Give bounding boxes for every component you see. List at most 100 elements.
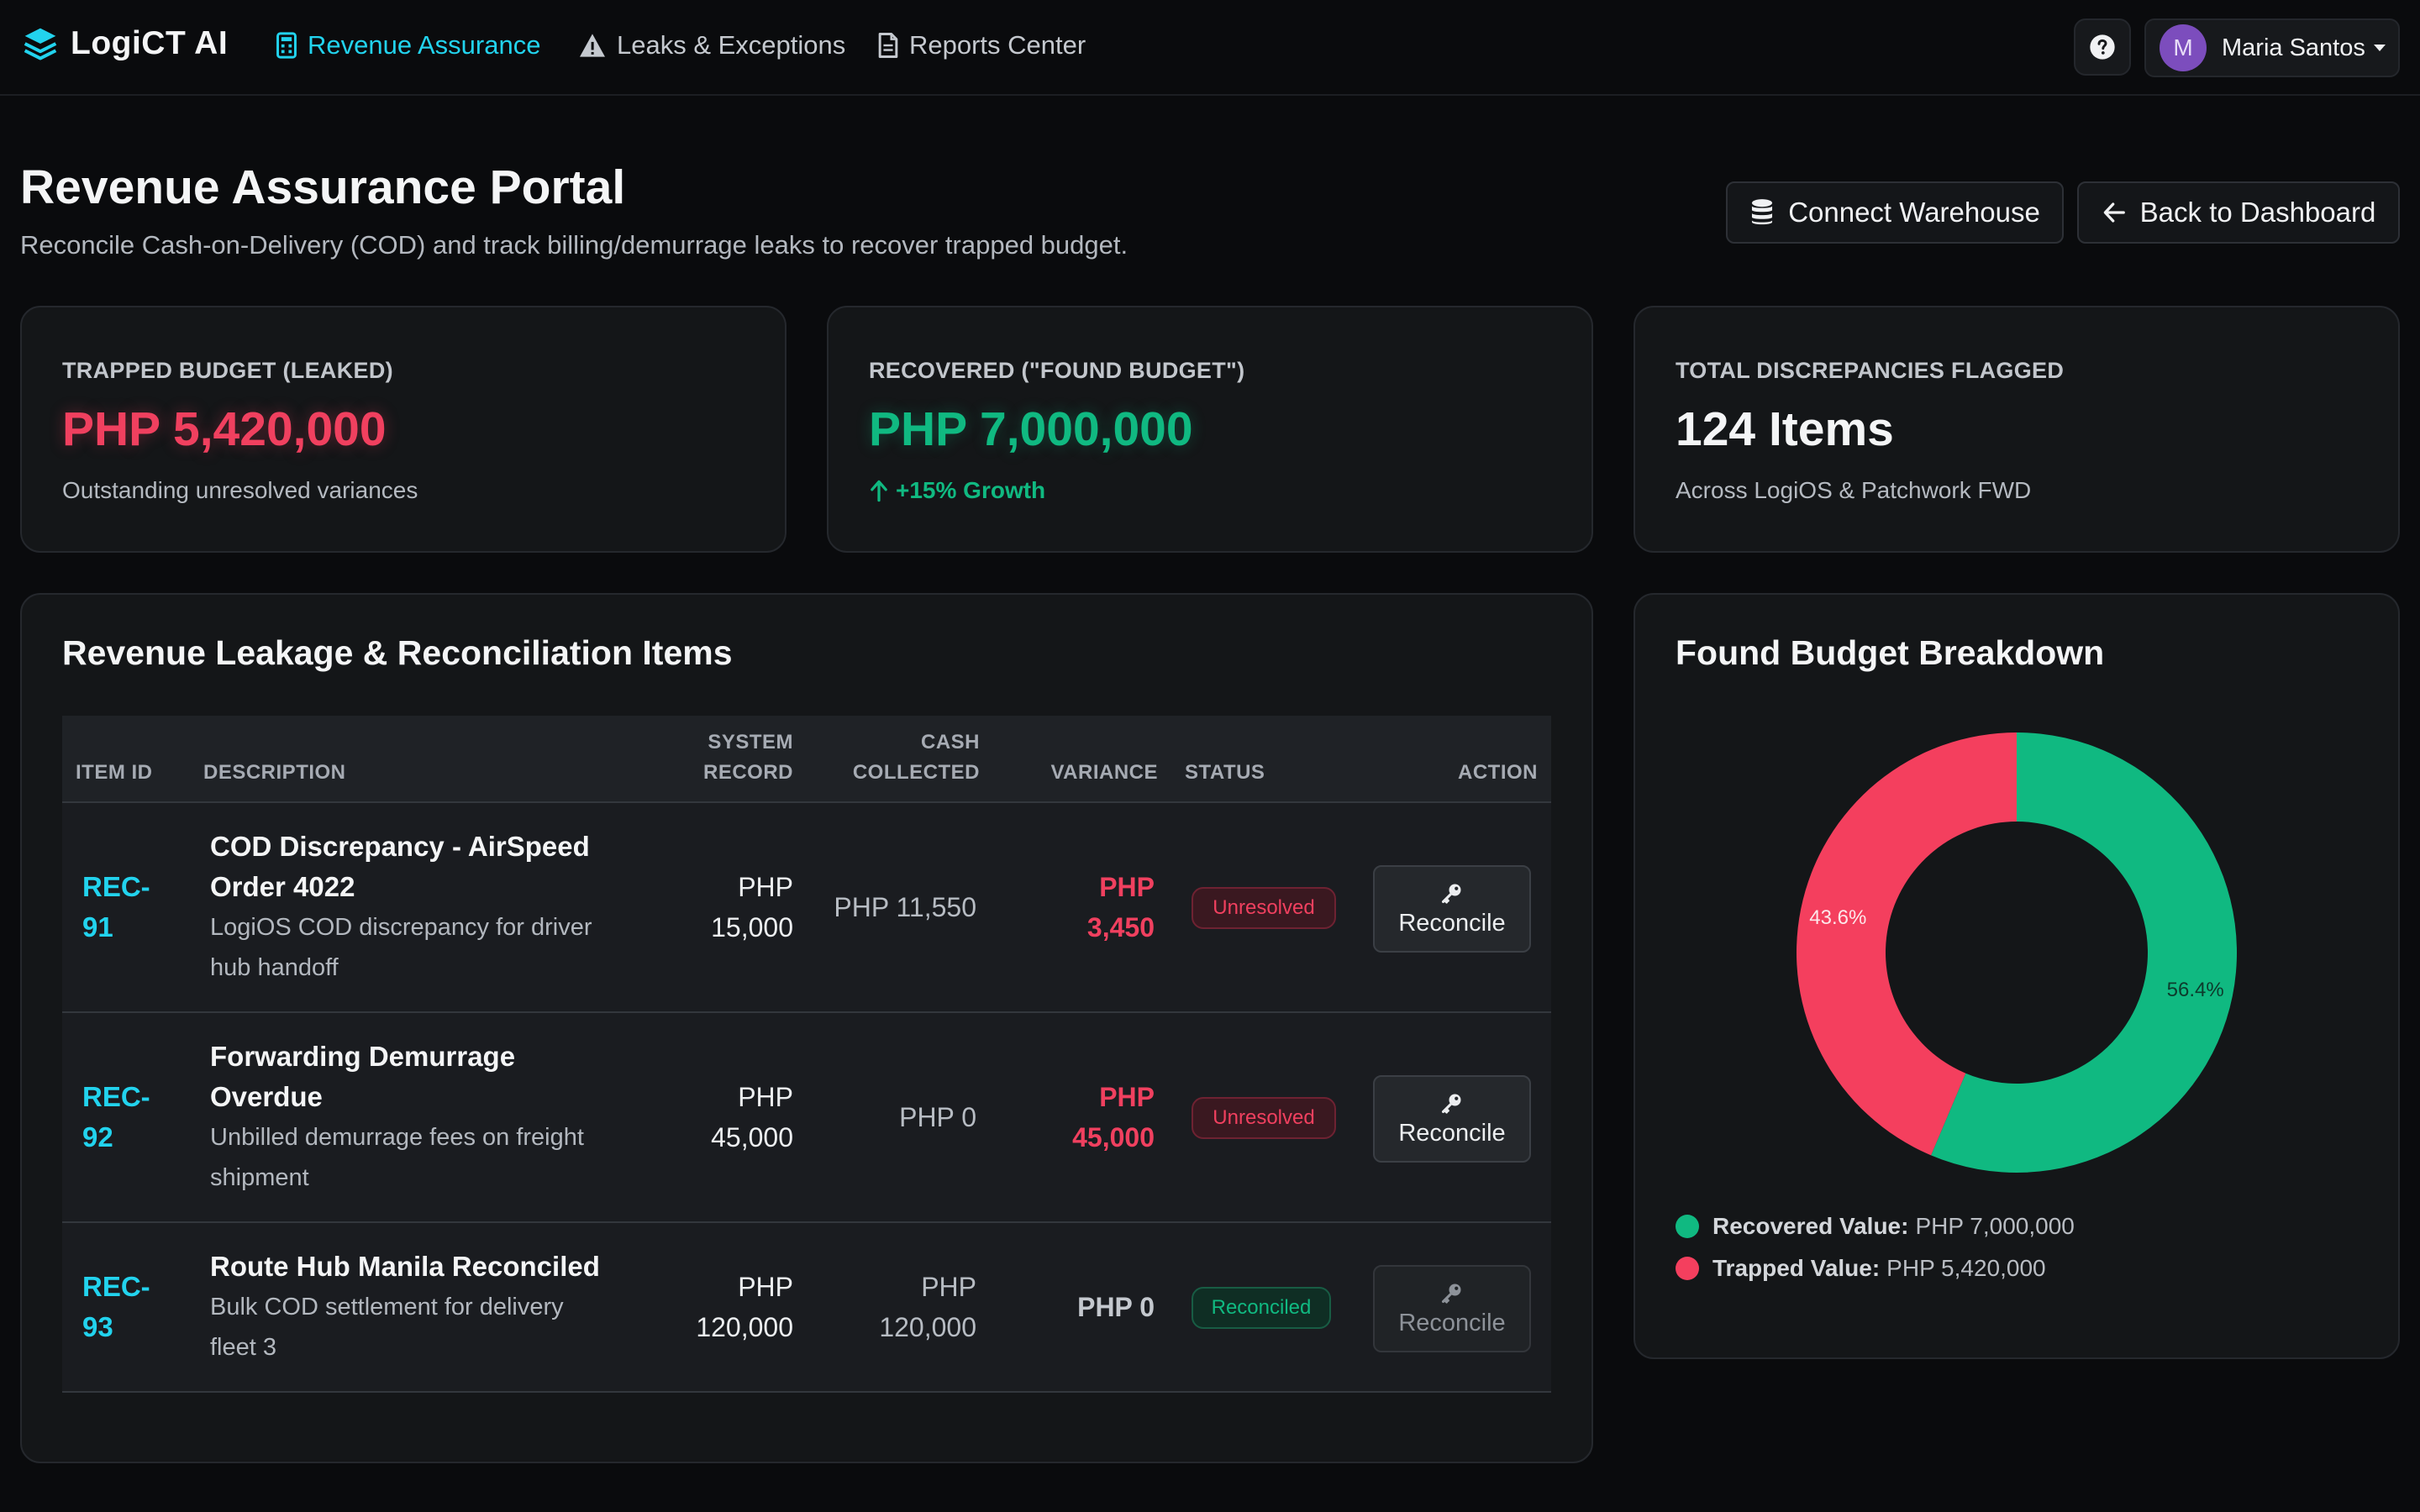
th-line: CASH bbox=[920, 731, 980, 753]
legend-value: PHP 5,420,000 bbox=[1886, 1255, 2046, 1281]
kpi-value: PHP 5,420,000 bbox=[62, 402, 387, 456]
donut-percent-label: 43.6% bbox=[1809, 906, 1866, 929]
arrow-up-icon bbox=[869, 479, 889, 502]
status-badge: Unresolved bbox=[1192, 1097, 1336, 1139]
page-subtitle: Reconcile Cash-on-Delivery (COD) and tra… bbox=[20, 230, 1128, 260]
arrow-left-icon bbox=[2102, 200, 2127, 225]
variance: PHP 3,450 bbox=[995, 867, 1155, 948]
reconcile-button[interactable]: Reconcile bbox=[1373, 1265, 1531, 1352]
item-id: REC- 91 bbox=[82, 867, 150, 948]
donut-percent-label: 56.4% bbox=[2167, 979, 2224, 1001]
user-name: Maria Santos bbox=[2222, 34, 2365, 61]
th-description: DESCRIPTION bbox=[203, 761, 346, 784]
legend-item-trapped: Trapped Value: PHP 5,420,000 bbox=[1676, 1255, 2046, 1282]
question-icon bbox=[2089, 34, 2116, 60]
reconciliation-table-card: Revenue Leakage & Reconciliation Items I… bbox=[20, 593, 1593, 1463]
value-line: PHP 11,550 bbox=[834, 892, 976, 922]
stack-logo-icon bbox=[22, 25, 59, 62]
item-id-line: 91 bbox=[82, 911, 113, 942]
th-line: RECORD bbox=[702, 761, 793, 784]
value-line: 120,000 bbox=[696, 1312, 793, 1342]
key-icon bbox=[1440, 1281, 1464, 1305]
item-description: Forwarding Demurrage Overdue Unbilled de… bbox=[210, 1037, 681, 1198]
kpi-card-discrepancies: TOTAL DISCREPANCIES FLAGGED 124 Items Ac… bbox=[1634, 306, 2400, 553]
item-detail: hub handoff bbox=[210, 954, 339, 981]
value-line: PHP bbox=[738, 1082, 793, 1112]
item-id: REC- 93 bbox=[82, 1267, 150, 1347]
value-line: PHP 0 bbox=[899, 1102, 976, 1132]
value-line: 45,000 bbox=[1072, 1122, 1155, 1152]
th-action: ACTION bbox=[1458, 761, 1538, 784]
calculator-icon bbox=[276, 32, 297, 59]
legend-dot bbox=[1676, 1257, 1699, 1280]
item-title: COD Discrepancy - AirSpeed bbox=[210, 831, 590, 862]
value-line: PHP bbox=[1099, 872, 1155, 902]
database-icon bbox=[1749, 198, 1775, 227]
kpi-label: TOTAL DISCREPANCIES FLAGGED bbox=[1676, 358, 2065, 383]
value-line: 15,000 bbox=[711, 912, 793, 942]
value-line: 3,450 bbox=[1086, 912, 1155, 942]
legend-name: Trapped Value: bbox=[1712, 1255, 1881, 1281]
item-description: Route Hub Manila Reconciled Bulk COD set… bbox=[210, 1247, 681, 1368]
th-status: STATUS bbox=[1185, 761, 1265, 784]
value-line: 120,000 bbox=[879, 1312, 976, 1342]
nav-label: Revenue Assurance bbox=[308, 30, 541, 60]
status-badge: Reconciled bbox=[1192, 1287, 1331, 1329]
item-id-line: 93 bbox=[82, 1311, 113, 1342]
connect-warehouse-button[interactable]: Connect Warehouse bbox=[1726, 181, 2064, 244]
legend-value: PHP 7,000,000 bbox=[1915, 1213, 2075, 1239]
item-detail: fleet 3 bbox=[210, 1334, 276, 1361]
item-id: REC- 92 bbox=[82, 1077, 150, 1158]
kpi-card-trapped: TRAPPED BUDGET (LEAKED) PHP 5,420,000 Ou… bbox=[20, 306, 786, 553]
kpi-note: Across LogiOS & Patchwork FWD bbox=[1676, 477, 2032, 503]
reconcile-button[interactable]: Reconcile bbox=[1373, 1075, 1531, 1163]
kpi-value: PHP 7,000,000 bbox=[869, 402, 1193, 456]
kpi-value: 124 Items bbox=[1676, 402, 1894, 456]
found-budget-chart-card: Found Budget Breakdown 56.4% 43.6% Recove… bbox=[1634, 593, 2400, 1359]
chart-title: Found Budget Breakdown bbox=[1676, 633, 2105, 672]
growth-text: +15% Growth bbox=[896, 477, 1046, 503]
th-cash-collected: CASH COLLECTED bbox=[835, 727, 980, 788]
brand-name: LogiCT AI bbox=[71, 25, 229, 61]
item-title: Order 4022 bbox=[210, 871, 355, 902]
back-to-dashboard-label: Back to Dashboard bbox=[2139, 197, 2376, 228]
nav-revenue-assurance[interactable]: Revenue Assurance bbox=[276, 30, 540, 60]
variance: PHP 0 bbox=[995, 1287, 1155, 1327]
variance: PHP 45,000 bbox=[995, 1077, 1155, 1158]
reconcile-button[interactable]: Reconcile bbox=[1373, 865, 1531, 953]
legend-item-recovered: Recovered Value: PHP 7,000,000 bbox=[1676, 1213, 2075, 1240]
item-description: COD Discrepancy - AirSpeed Order 4022 Lo… bbox=[210, 827, 681, 988]
item-title: Overdue bbox=[210, 1081, 323, 1112]
th-variance: VARIANCE bbox=[1050, 761, 1158, 784]
reconcile-label: Reconcile bbox=[1398, 909, 1506, 937]
th-line: SYSTEM bbox=[708, 731, 793, 753]
nav-reports-center[interactable]: Reports Center bbox=[877, 30, 1086, 60]
cash-collected: PHP 0 bbox=[818, 1097, 976, 1137]
status-badge: Unresolved bbox=[1192, 887, 1336, 929]
value-line: PHP bbox=[738, 1272, 793, 1302]
user-menu-button[interactable]: M Maria Santos bbox=[2144, 18, 2400, 77]
back-to-dashboard-button[interactable]: Back to Dashboard bbox=[2077, 181, 2400, 244]
th-item-id: ITEM ID bbox=[76, 761, 153, 784]
donut-slice-trapped[interactable] bbox=[1797, 732, 2017, 1156]
legend-dot bbox=[1676, 1215, 1699, 1238]
nav-label: Reports Center bbox=[909, 30, 1086, 60]
brand[interactable]: LogiCT AI bbox=[22, 25, 228, 62]
chevron-down-icon bbox=[2373, 45, 2386, 51]
connect-warehouse-label: Connect Warehouse bbox=[1788, 197, 2040, 228]
reconciliation-table: ITEM ID DESCRIPTION SYSTEM RECORD CASH C… bbox=[62, 716, 1551, 1393]
nav-leaks-exceptions[interactable]: Leaks & Exceptions bbox=[578, 30, 845, 60]
kpi-card-recovered: RECOVERED ("FOUND BUDGET") PHP 7,000,000… bbox=[827, 306, 1593, 553]
donut-slice-recovered[interactable] bbox=[1931, 732, 2237, 1173]
legend-name: Recovered Value: bbox=[1712, 1213, 1909, 1239]
item-id-line: REC- bbox=[82, 1271, 150, 1302]
item-title: Route Hub Manila Reconciled bbox=[210, 1251, 600, 1282]
system-record: PHP 120,000 bbox=[676, 1267, 793, 1347]
item-detail: Unbilled demurrage fees on freight bbox=[210, 1124, 584, 1151]
nav-label: Leaks & Exceptions bbox=[617, 30, 846, 60]
help-button[interactable] bbox=[2074, 18, 2131, 76]
growth-indicator: +15% Growth bbox=[869, 477, 1045, 504]
item-id-line: 92 bbox=[82, 1121, 113, 1152]
cash-collected: PHP 120,000 bbox=[818, 1267, 976, 1347]
item-detail: LogiOS COD discrepancy for driver bbox=[210, 914, 592, 941]
